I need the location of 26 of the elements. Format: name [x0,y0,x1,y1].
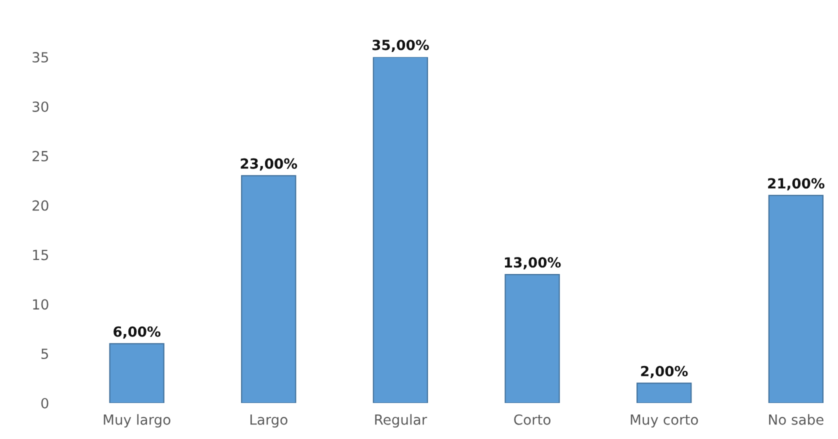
y-tick-label: 15 [33,250,48,260]
bar [636,382,692,403]
y-tick-label: 30 [32,101,48,112]
bar [109,343,164,403]
data-label: 35,00% [372,40,429,52]
bar [372,57,428,403]
data-label: 6,00% [114,326,160,339]
x-tick-label: Corto [514,414,550,425]
data-label: 13,00% [504,257,561,270]
data-label: 2,00% [641,366,688,378]
x-tick-label: Muy largo [104,414,170,428]
y-tick-label: 10 [33,299,48,310]
bar [504,274,560,403]
y-tick-label: 35 [32,52,48,63]
x-tick-label: Regular [375,414,428,428]
x-tick-label: No sabe [769,414,824,425]
data-label: 21,00% [768,178,824,190]
y-tick-label: 25 [32,150,48,162]
x-tick-label: Largo [250,414,288,428]
y-tick-label: 5 [41,348,48,360]
y-tick-label: 0 [41,398,48,408]
x-tick-label: Muy corto [630,414,698,428]
bar [241,175,296,403]
data-label: 23,00% [240,158,298,171]
bar [768,194,824,403]
y-tick-label: 20 [32,200,48,211]
